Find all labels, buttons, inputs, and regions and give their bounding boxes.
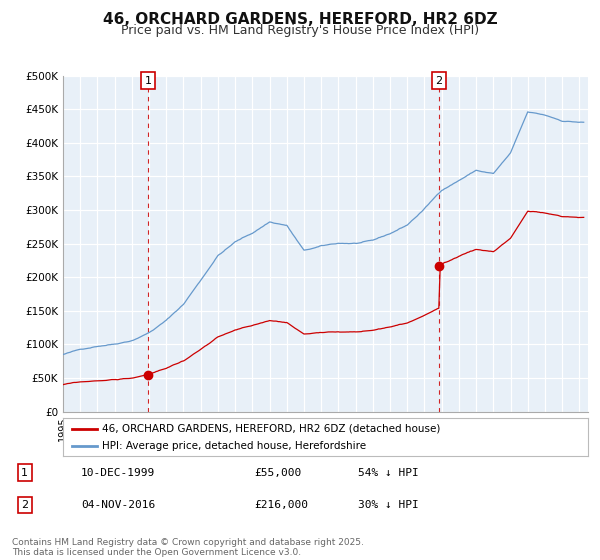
Text: £55,000: £55,000 xyxy=(254,468,301,478)
Text: £216,000: £216,000 xyxy=(254,500,308,510)
Text: 1: 1 xyxy=(21,468,28,478)
Text: 10-DEC-1999: 10-DEC-1999 xyxy=(81,468,155,478)
Text: 30% ↓ HPI: 30% ↓ HPI xyxy=(358,500,418,510)
Text: 1: 1 xyxy=(145,76,152,86)
Text: Contains HM Land Registry data © Crown copyright and database right 2025.
This d: Contains HM Land Registry data © Crown c… xyxy=(12,538,364,557)
Text: 2: 2 xyxy=(436,76,442,86)
Text: 54% ↓ HPI: 54% ↓ HPI xyxy=(358,468,418,478)
Text: 04-NOV-2016: 04-NOV-2016 xyxy=(81,500,155,510)
Text: 46, ORCHARD GARDENS, HEREFORD, HR2 6DZ: 46, ORCHARD GARDENS, HEREFORD, HR2 6DZ xyxy=(103,12,497,27)
Text: 2: 2 xyxy=(21,500,28,510)
Text: 46, ORCHARD GARDENS, HEREFORD, HR2 6DZ (detached house): 46, ORCHARD GARDENS, HEREFORD, HR2 6DZ (… xyxy=(103,423,441,433)
Text: HPI: Average price, detached house, Herefordshire: HPI: Average price, detached house, Here… xyxy=(103,441,367,451)
Text: Price paid vs. HM Land Registry's House Price Index (HPI): Price paid vs. HM Land Registry's House … xyxy=(121,24,479,37)
